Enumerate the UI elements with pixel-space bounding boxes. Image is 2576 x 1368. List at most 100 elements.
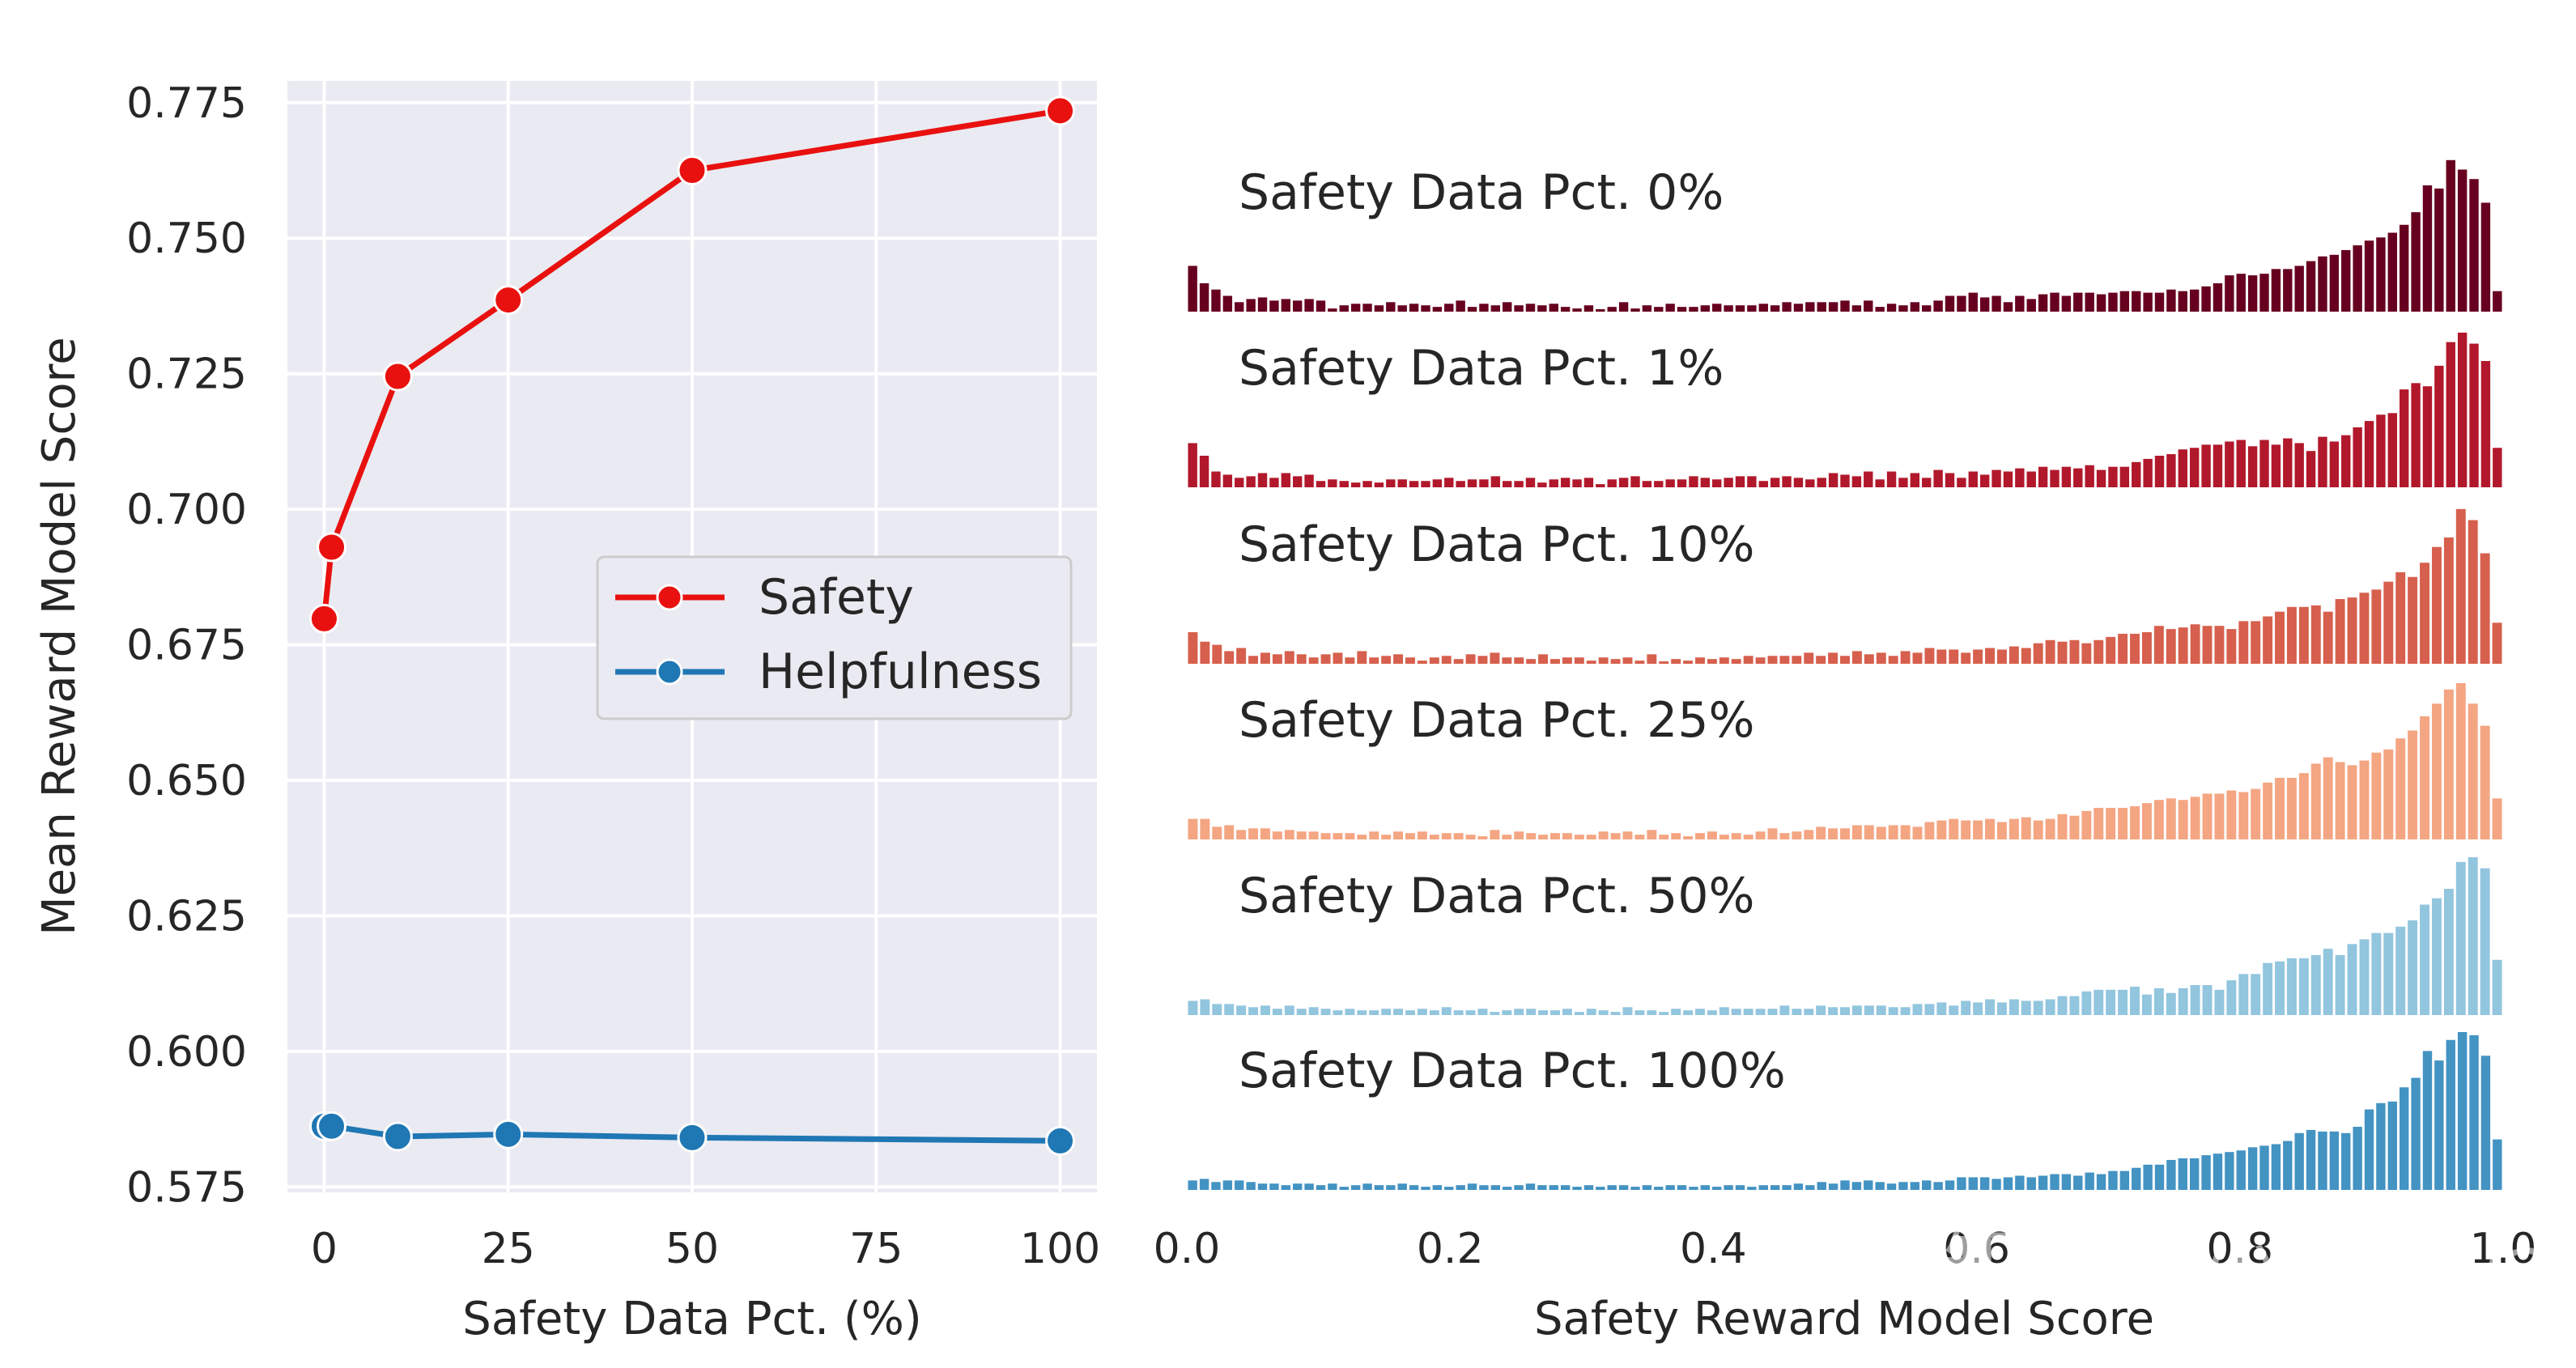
histogram-bar xyxy=(2050,1174,2060,1190)
histogram-bar xyxy=(2492,622,2502,664)
histogram-bar xyxy=(2387,413,2397,487)
histogram-bar xyxy=(1200,641,1210,664)
histogram-bar xyxy=(2069,996,2080,1015)
histogram-bar xyxy=(1477,656,1488,664)
histogram-bar xyxy=(1924,1004,1935,1015)
histogram-bar xyxy=(1817,302,1826,312)
x-tick-label: 0 xyxy=(311,1225,338,1273)
histogram-bar xyxy=(2178,988,2188,1015)
histogram-bar xyxy=(2141,803,2152,839)
histogram-bar xyxy=(1224,651,1235,664)
histogram-bar xyxy=(1647,830,1657,839)
histogram-bar xyxy=(1293,476,1303,487)
histogram-bar xyxy=(2371,933,2382,1015)
histogram-bar xyxy=(2178,291,2187,312)
histogram-bar xyxy=(2359,593,2370,664)
histogram-bar xyxy=(1199,1179,1209,1190)
histogram-bar xyxy=(1444,304,1454,312)
histogram-bar xyxy=(1596,1187,1605,1190)
histogram-bar xyxy=(1665,304,1675,312)
histogram-bar xyxy=(2359,760,2370,839)
histogram-bar xyxy=(1910,473,1920,487)
histogram-bar xyxy=(1304,299,1314,312)
histogram-bar xyxy=(1490,830,1500,839)
histogram-bar xyxy=(2003,302,2013,312)
line-y-ticks: 0.575 0.600 0.625 0.650 0.675 0.700 0.725 0.750… xyxy=(126,79,247,1213)
histogram-bar xyxy=(2225,275,2234,312)
histogram-bar xyxy=(1607,1185,1617,1190)
histogram-bar xyxy=(1973,820,1983,839)
histogram-bar xyxy=(1537,305,1547,312)
histogram-bar xyxy=(2376,414,2386,487)
histogram-bar xyxy=(1973,1002,1983,1015)
histogram-bar xyxy=(1432,479,1443,487)
histogram-bar xyxy=(2050,469,2060,487)
histogram-bar xyxy=(2283,1141,2293,1190)
histogram-bar xyxy=(1284,830,1294,839)
histogram-bar xyxy=(1328,308,1337,312)
histogram-bar xyxy=(1695,657,1705,664)
histogram-bar xyxy=(1898,305,1908,312)
histogram-bar xyxy=(1817,478,1826,487)
histogram-bar xyxy=(1328,479,1337,487)
histogram-bar xyxy=(1562,657,1572,664)
histogram-bar xyxy=(2225,441,2234,487)
histogram-bar xyxy=(1900,1007,1911,1015)
histogram-bar xyxy=(1782,1185,1792,1190)
histogram-bar xyxy=(2166,454,2176,487)
histogram-bar xyxy=(2189,1158,2200,1190)
histogram-bar xyxy=(2399,224,2409,312)
histogram-bar xyxy=(1188,443,1197,487)
histogram-bar xyxy=(1755,831,1766,839)
histogram-bar xyxy=(1200,999,1210,1015)
ridge-row-label: Safety Data Pct. 100% xyxy=(1239,1043,1786,1099)
histogram-bar xyxy=(2238,974,2249,1015)
histogram-bar xyxy=(2298,773,2309,839)
histogram-bar xyxy=(1350,304,1361,312)
histogram-bar xyxy=(1453,659,1464,664)
histogram-bar xyxy=(1525,1183,1536,1190)
histogram-bar xyxy=(1316,300,1326,312)
histogram-bar xyxy=(1936,1002,1947,1015)
histogram-bar xyxy=(1465,835,1476,839)
histogram-bar xyxy=(2213,1153,2223,1190)
histogram-bar xyxy=(1381,656,1392,664)
histogram-bar xyxy=(1514,305,1524,312)
histogram-bar xyxy=(1293,1183,1303,1190)
histogram-bar xyxy=(1979,474,1990,487)
histogram-bar xyxy=(1409,481,1419,487)
histogram-bar xyxy=(1647,1010,1657,1015)
histogram-bar xyxy=(2202,793,2213,839)
histogram-bar xyxy=(1526,659,1537,664)
histogram-bar xyxy=(2294,443,2304,487)
histogram-bar xyxy=(1405,657,1415,664)
histogram-bar xyxy=(2468,520,2478,664)
histogram-bar xyxy=(2015,468,2025,487)
histogram-bar xyxy=(1758,1185,1768,1190)
histogram-bar xyxy=(1369,657,1379,664)
histogram-bar xyxy=(2038,466,2048,487)
histogram-bar xyxy=(2106,808,2116,839)
histogram-bar xyxy=(2166,1159,2176,1190)
histogram-bar xyxy=(2119,466,2130,487)
histogram-bar xyxy=(1840,1180,1850,1190)
histogram-bar xyxy=(2408,730,2418,839)
histogram-bar xyxy=(2236,440,2246,487)
histogram-bar xyxy=(2045,639,2055,664)
histogram-bar xyxy=(1840,300,1850,312)
histogram-bar xyxy=(2214,793,2225,839)
histogram-bar xyxy=(1272,654,1282,664)
histogram-bar xyxy=(2457,169,2468,312)
histogram-bar xyxy=(1634,835,1645,839)
histogram-bar xyxy=(2271,269,2281,312)
histogram-bar xyxy=(2015,295,2025,312)
histogram-bar xyxy=(2298,606,2309,664)
histogram-bar xyxy=(1957,478,1966,487)
histogram-bar xyxy=(1490,476,1501,487)
histogram-bar xyxy=(2376,1102,2386,1190)
histogram-bar xyxy=(1875,479,1885,487)
histogram-bar xyxy=(1659,835,1669,839)
histogram-bar xyxy=(1630,308,1640,312)
histogram-bar xyxy=(1596,309,1605,312)
